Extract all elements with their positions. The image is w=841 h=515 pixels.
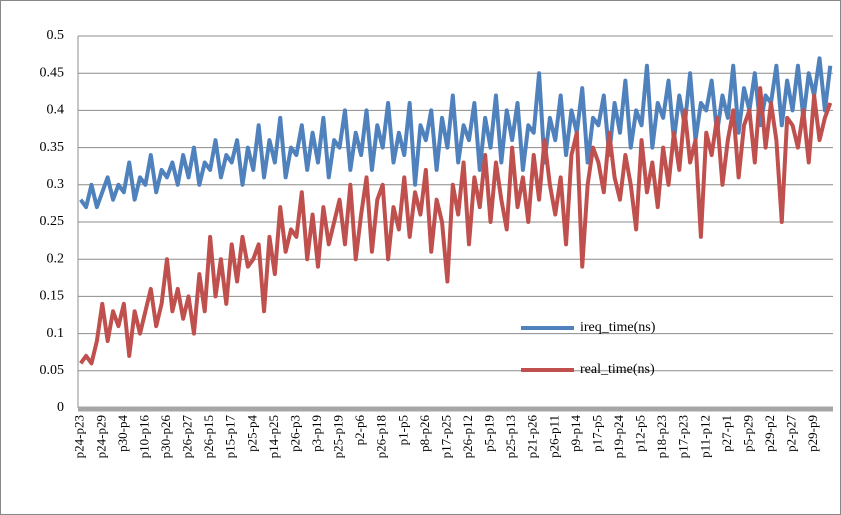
series-line [79, 86, 833, 366]
x-tick-label: p17-p5 [589, 415, 604, 452]
x-tick-label: p25-p4 [244, 415, 259, 452]
legend-label: ireq_time(ns) [580, 320, 656, 335]
x-tick-label: p19-p24 [611, 415, 626, 459]
x-tick-label: p12-p5 [633, 415, 648, 452]
x-tick-label: p17-p25 [438, 415, 453, 458]
x-tick-label: p25-p13 [503, 415, 518, 458]
x-tick-label: p29-p9 [805, 415, 820, 452]
x-tick-label: p9-p14 [568, 415, 583, 452]
x-tick-label: p2-p6 [352, 415, 367, 446]
y-tick-label: 0.5 [47, 28, 65, 43]
x-tick-label: p5-p19 [482, 415, 497, 452]
y-tick-label: 0.4 [47, 103, 65, 118]
y-tick-label: 0.25 [40, 214, 65, 229]
x-tick-label: p18-p23 [654, 415, 669, 458]
x-tick-label: p30-p4 [115, 415, 130, 452]
x-tick-label: p1-p5 [395, 415, 410, 445]
x-tick-label: p26-p27 [180, 415, 195, 459]
y-tick-label: 0.05 [40, 363, 65, 378]
y-tick-label: 0 [57, 400, 64, 415]
x-tick-label: p11-p12 [697, 415, 712, 458]
y-tick-label: 0.3 [47, 177, 65, 192]
x-tick-label: p24-p29 [93, 415, 108, 458]
x-tick-label: p26-p15 [201, 415, 216, 458]
x-tick-label: p26-p12 [460, 415, 475, 458]
x-tick-label: p30-p26 [158, 415, 173, 459]
x-tick-label: p2-p27 [784, 415, 799, 452]
x-tick-label: p26-p18 [374, 415, 389, 458]
y-tick-label: 0.2 [47, 251, 65, 266]
y-tick-label: 0.15 [40, 289, 65, 304]
labels: 0 0.05 0.1 0.15 0.2 0.25 0.3 0.35 0.4 0.45 0.5 p24-… [40, 28, 821, 458]
x-tick-label: p21-p26 [525, 415, 540, 459]
x-tick-label: p14-p25 [266, 415, 281, 458]
x-tick-label: p8-p26 [417, 415, 432, 452]
x-tick-label: p25-p19 [331, 415, 346, 458]
x-tick-label: p26-p11 [546, 415, 561, 458]
legend-label: real_time(ns) [580, 362, 655, 377]
x-tick-label: p17-p23 [676, 415, 691, 458]
x-tick-label: p29-p2 [762, 415, 777, 452]
lines [79, 56, 833, 366]
x-tick-label: p3-p19 [309, 415, 324, 452]
x-tick-label: p27-p1 [719, 415, 734, 452]
y-tick-label: 0.45 [40, 65, 65, 80]
x-tick-label: p26-p3 [287, 415, 302, 452]
x-tick-label: p10-p16 [136, 415, 151, 459]
series-line [79, 56, 833, 210]
x-tick-label: p15-p17 [223, 415, 238, 459]
y-tick-label: 0.35 [40, 140, 65, 155]
x-tick-label: p24-p23 [72, 415, 87, 458]
y-tick-label: 0.1 [47, 326, 65, 341]
x-tick-label: p5-p29 [740, 415, 755, 452]
